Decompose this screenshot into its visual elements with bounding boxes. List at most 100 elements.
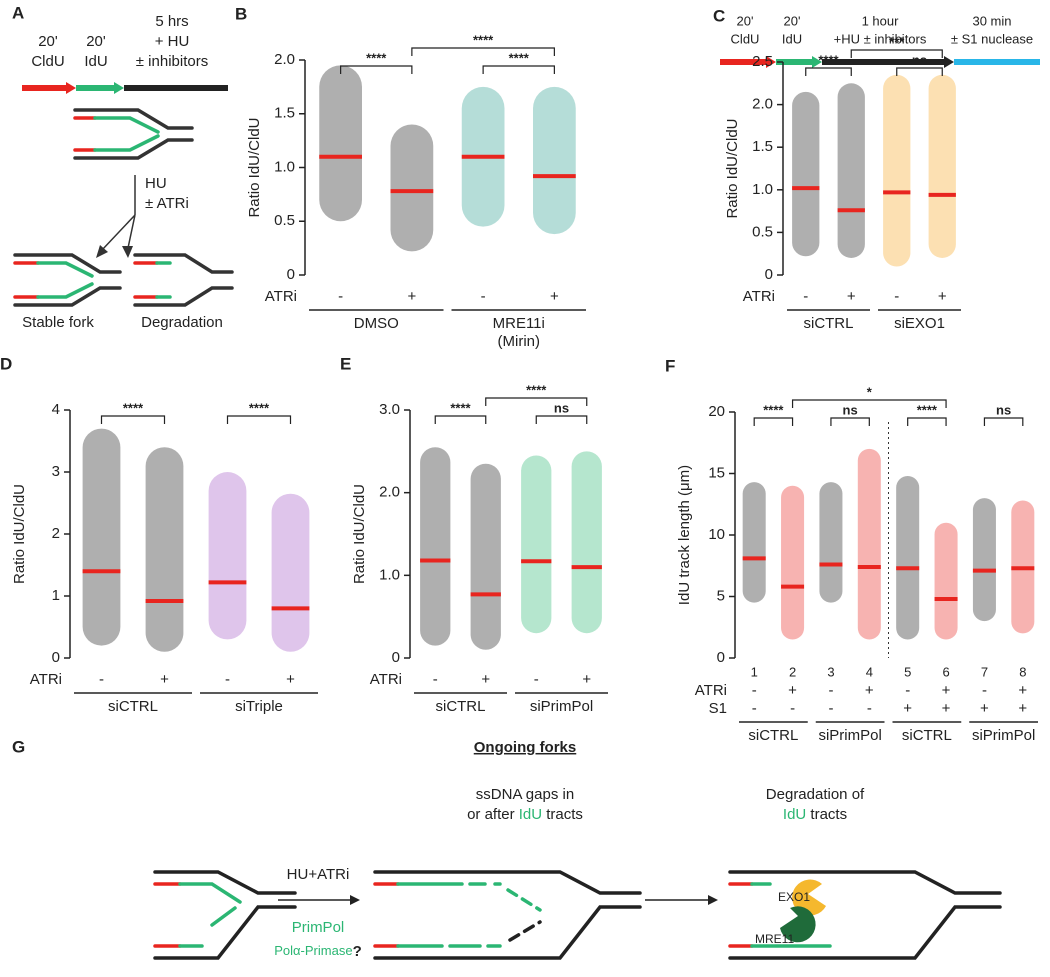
title: Ongoing forks bbox=[474, 739, 577, 756]
data-spread bbox=[208, 472, 247, 640]
label: HU+ATRi bbox=[287, 866, 350, 883]
condition-value: - bbox=[828, 700, 833, 717]
panel-a: A 20' CldU 20' IdU 5 hrs + HU ± inhibito… bbox=[12, 3, 234, 331]
data-spread bbox=[896, 475, 920, 640]
condition-value: - bbox=[481, 288, 486, 305]
significance-label: ns bbox=[554, 400, 569, 415]
condition-value: + bbox=[938, 288, 947, 305]
label: IdU bbox=[519, 806, 542, 823]
y-tick-label: 1.5 bbox=[274, 105, 295, 122]
path bbox=[13, 253, 122, 307]
y-tick-label: 2.0 bbox=[379, 484, 400, 501]
path bbox=[73, 116, 97, 152]
label: 30 min bbox=[972, 13, 1011, 28]
data-spread bbox=[571, 451, 602, 634]
significance-label: *** bbox=[889, 34, 905, 49]
panel-letter: A bbox=[12, 3, 24, 22]
data-spread bbox=[271, 493, 310, 652]
path bbox=[133, 261, 159, 299]
path bbox=[93, 116, 160, 152]
exo1-icon bbox=[792, 879, 826, 916]
fork bbox=[728, 870, 1002, 960]
panel-b: B 0 0.5 1.0 1.5 2.0 Ratio IdU/CldU **** **** ****… bbox=[235, 4, 586, 350]
group-label: (Mirin) bbox=[498, 333, 541, 350]
condition-name: ATRi bbox=[265, 288, 297, 305]
x-tick-label: 6 bbox=[942, 664, 949, 679]
significance-bracket bbox=[850, 49, 943, 58]
arrowhead bbox=[66, 82, 76, 94]
label: Degradation of bbox=[766, 786, 865, 803]
significance-label: **** bbox=[818, 52, 839, 67]
significance-bracket bbox=[907, 417, 947, 426]
label: ssDNA gaps in bbox=[476, 786, 574, 803]
y-tick-label: 2.0 bbox=[274, 51, 295, 68]
condition-value: + bbox=[865, 682, 874, 699]
significance-label: **** bbox=[509, 50, 530, 65]
group-label: siPrimPol bbox=[818, 727, 881, 744]
condition-value: + bbox=[788, 682, 797, 699]
x-tick-label: 3 bbox=[827, 664, 834, 679]
condition-name: ATRi bbox=[370, 671, 402, 688]
data-spread bbox=[819, 482, 843, 603]
path bbox=[508, 920, 542, 942]
condition-name: ATRi bbox=[30, 671, 62, 688]
condition-value: + bbox=[1018, 682, 1027, 699]
data-spread bbox=[145, 447, 184, 652]
path bbox=[728, 882, 754, 948]
fork bbox=[73, 108, 194, 160]
condition-value: + bbox=[942, 682, 951, 699]
condition-value: + bbox=[160, 671, 169, 688]
y-tick-label: 0 bbox=[765, 266, 773, 283]
y-axis-label: Ratio IdU/CldU bbox=[351, 484, 368, 584]
label: Degradation bbox=[141, 314, 223, 331]
arrowhead bbox=[766, 56, 776, 68]
y-axis-label: Ratio IdU/CldU bbox=[724, 118, 741, 218]
path bbox=[155, 261, 172, 299]
group-label: siPrimPol bbox=[972, 727, 1035, 744]
label: 5 hrs bbox=[155, 13, 188, 30]
arrowhead bbox=[944, 56, 954, 68]
y-tick-label: 3 bbox=[52, 463, 60, 480]
y-tick-label: 10 bbox=[708, 526, 725, 543]
panel-letter: G bbox=[12, 737, 25, 756]
arrowhead bbox=[812, 56, 822, 68]
data-spread bbox=[857, 448, 881, 640]
significance-bracket bbox=[896, 67, 943, 76]
label: ± inhibitors bbox=[136, 53, 208, 70]
significance-bracket bbox=[753, 417, 794, 426]
label: 1 hour bbox=[862, 13, 900, 28]
label: Polα-Primase? bbox=[274, 943, 361, 960]
y-tick-label: 5 bbox=[717, 587, 725, 604]
y-axis-label: IdU track length (μm) bbox=[676, 465, 693, 605]
path bbox=[133, 253, 234, 307]
significance-bracket bbox=[983, 417, 1024, 426]
arrowhead bbox=[96, 245, 108, 258]
significance-bracket bbox=[434, 415, 487, 424]
y-tick-label: 1.5 bbox=[752, 138, 773, 155]
path bbox=[153, 870, 297, 960]
condition-value: + bbox=[903, 700, 912, 717]
significance-label: **** bbox=[763, 402, 784, 417]
condition-value: - bbox=[99, 671, 104, 688]
y-tick-label: 20 bbox=[708, 403, 725, 420]
data-spread bbox=[742, 482, 766, 603]
fork bbox=[13, 253, 122, 307]
data-spread bbox=[390, 124, 434, 252]
x-tick-label: 1 bbox=[751, 664, 758, 679]
label: MRE11 bbox=[755, 932, 794, 946]
y-tick-label: 0 bbox=[52, 649, 60, 666]
significance-label: **** bbox=[473, 32, 494, 47]
panel-e: E 0 1.0 2.0 3.0 Ratio IdU/CldU **** **** ns ATRi -… bbox=[340, 354, 608, 715]
condition-value: + bbox=[980, 700, 989, 717]
significance-label: **** bbox=[249, 400, 270, 415]
path bbox=[373, 882, 400, 948]
data-spread bbox=[792, 91, 820, 257]
group-label: DMSO bbox=[354, 315, 399, 332]
y-axis-label: Ratio IdU/CldU bbox=[246, 117, 263, 217]
label: 20' bbox=[784, 13, 801, 28]
data-spread bbox=[82, 428, 121, 646]
significance-label: ns bbox=[996, 402, 1011, 417]
y-tick-label: 0.5 bbox=[274, 212, 295, 229]
